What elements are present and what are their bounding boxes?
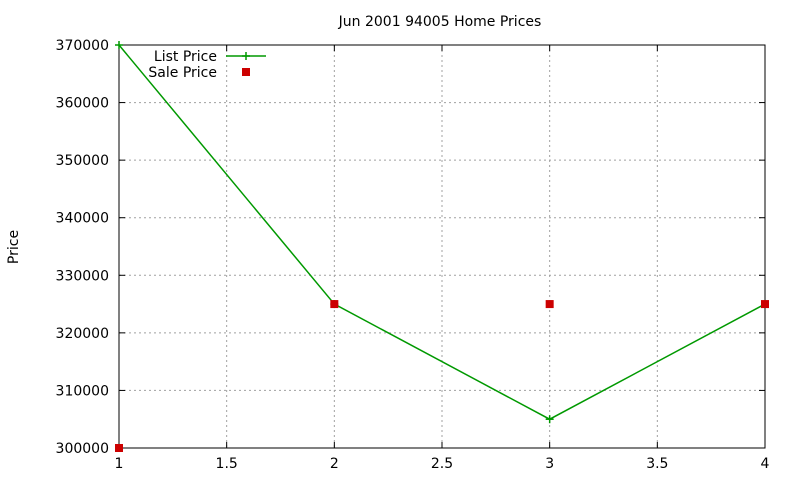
y-tick-label: 360000 <box>56 96 109 112</box>
x-tick-label: 1.5 <box>216 456 238 472</box>
x-tick-label: 3.5 <box>646 456 668 472</box>
data-point <box>115 41 123 49</box>
data-point <box>115 444 123 452</box>
series-2 <box>115 300 769 452</box>
chart-title: Jun 2001 94005 Home Prices <box>338 14 542 30</box>
y-tick-label: 320000 <box>56 326 109 342</box>
x-tick-label: 2 <box>330 456 339 472</box>
data-point <box>761 300 769 309</box>
y-tick-label: 350000 <box>56 153 109 169</box>
grid <box>119 45 765 448</box>
y-tick-label: 330000 <box>56 268 109 284</box>
data-point <box>545 415 554 424</box>
x-tick-label: 2.5 <box>431 456 453 472</box>
y-tick-label: 300000 <box>56 441 109 457</box>
axis-ticks: 1 1.5 2 2.5 3 3.5 4 300000 310000 320000 330000 340… <box>56 38 770 472</box>
y-axis-label: Price <box>6 230 22 264</box>
legend-label: List Price <box>154 49 217 65</box>
y-tick-label: 310000 <box>56 383 109 399</box>
data-point <box>330 300 339 309</box>
y-tick-label: 340000 <box>56 211 109 227</box>
data-point <box>545 300 554 309</box>
x-tick-label: 4 <box>761 456 770 472</box>
legend-marker <box>242 68 250 76</box>
series <box>115 41 769 452</box>
legend-marker <box>242 52 250 60</box>
x-tick-label: 1 <box>115 456 124 472</box>
legend-label: Sale Price <box>148 65 217 81</box>
series-line <box>118 44 766 421</box>
y-tick-label: 370000 <box>56 38 109 54</box>
x-tick-label: 3 <box>545 456 554 472</box>
